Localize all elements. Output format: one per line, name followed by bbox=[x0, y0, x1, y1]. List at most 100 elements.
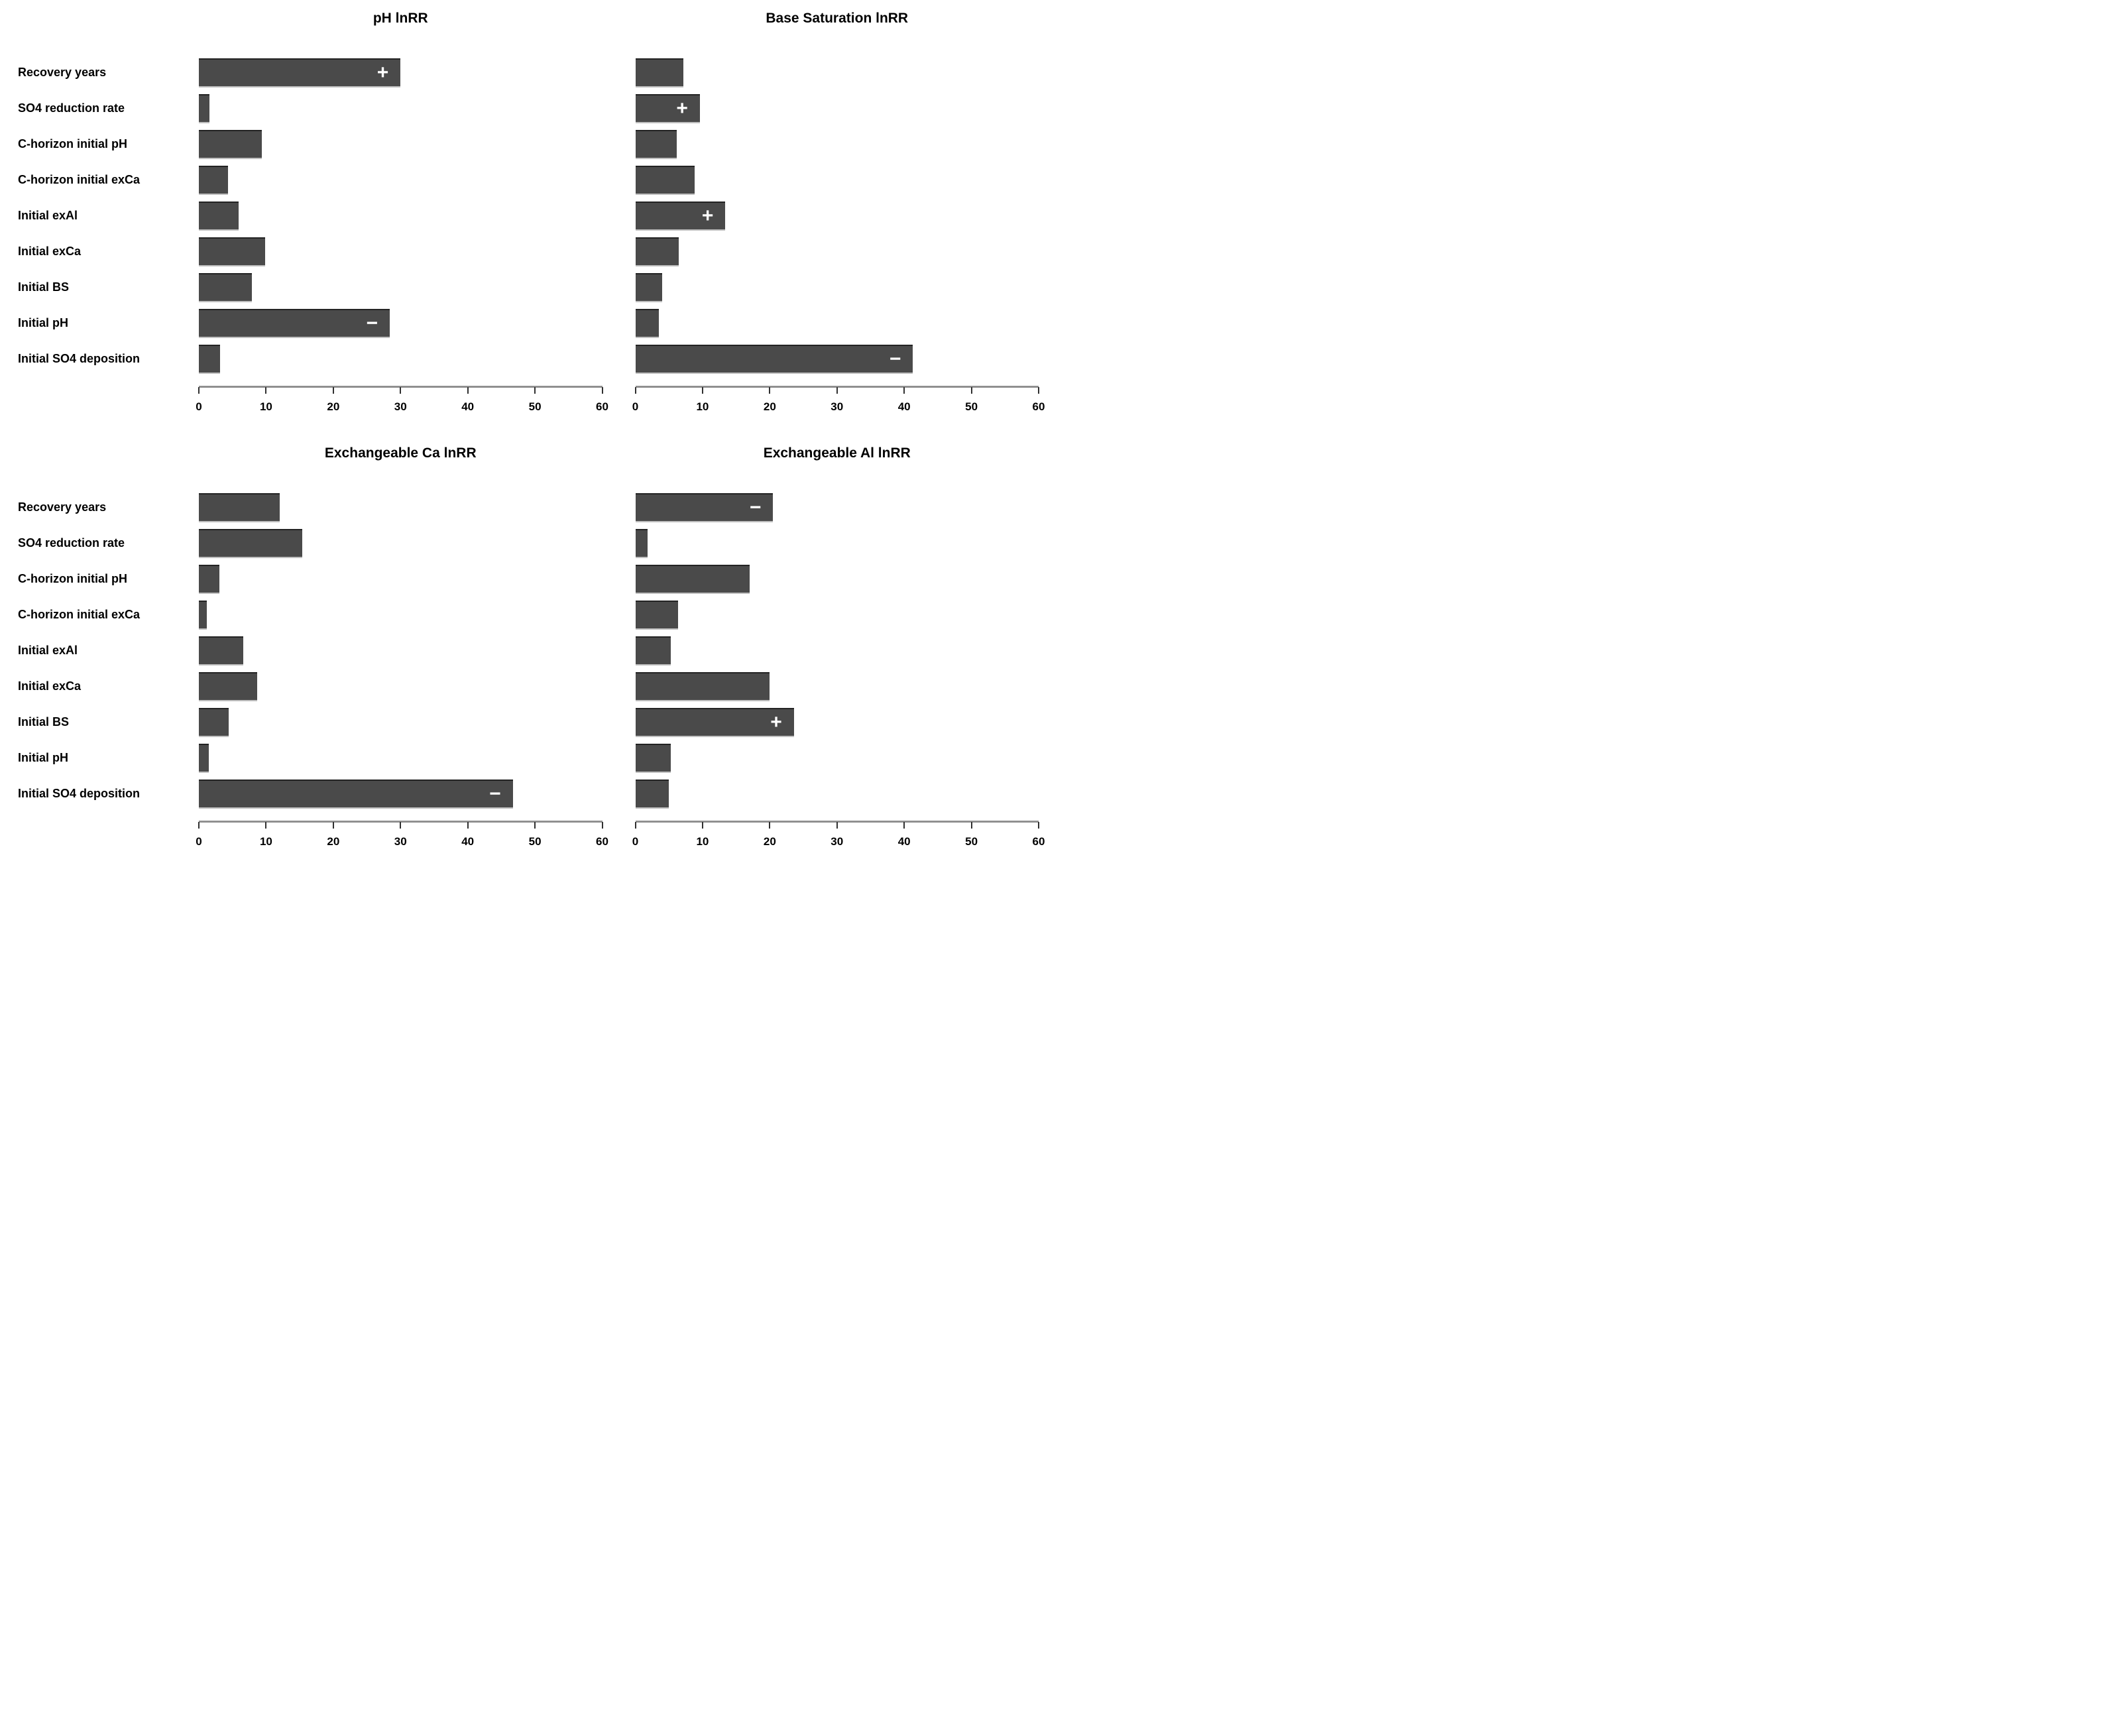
bar bbox=[635, 601, 679, 628]
panel-ph-lnrr: pH lnRR + − 0 10 20 30 40 50 60 bbox=[196, 8, 608, 420]
bar bbox=[199, 636, 243, 664]
panel-exchangeable-ca-lnrr: Exchangeable Ca lnRR − 0 10 20 30 40 50 60 bbox=[196, 443, 608, 855]
panel-exchangeable-al-lnrr: Exchangeable Al lnRR − + 0 10 20 30 40 50 60 bbox=[632, 443, 1045, 855]
label-row: Initial exCa bbox=[0, 668, 199, 704]
axis-tick-label: 0 bbox=[196, 400, 202, 413]
axis-tick-label: 60 bbox=[1032, 400, 1045, 413]
bar-row bbox=[199, 561, 603, 597]
axis-line bbox=[635, 386, 1039, 388]
label-row: Initial BS bbox=[0, 269, 199, 305]
bar: − bbox=[199, 780, 513, 807]
category-label: Initial pH bbox=[18, 750, 68, 764]
top-panels: pH lnRR + − 0 10 20 30 40 50 60 Base Saturation… bbox=[196, 8, 1062, 420]
axis-tick bbox=[467, 387, 469, 394]
axis-tick bbox=[601, 387, 603, 394]
bar-row bbox=[635, 632, 1039, 668]
axis-line bbox=[199, 821, 603, 823]
bar-row bbox=[199, 162, 603, 198]
bar-row bbox=[199, 668, 603, 704]
category-label: Initial SO4 deposition bbox=[18, 786, 141, 800]
bar bbox=[199, 202, 239, 229]
bar-row bbox=[635, 233, 1039, 269]
category-label: C-horizon initial pH bbox=[18, 571, 127, 585]
bar-row bbox=[635, 525, 1039, 561]
label-row: Initial SO4 deposition bbox=[0, 776, 199, 811]
bar bbox=[635, 166, 695, 194]
axis-tick-label: 0 bbox=[632, 400, 639, 413]
label-row: Initial exAl bbox=[0, 198, 199, 233]
axis-tick bbox=[265, 387, 267, 394]
axis-tick bbox=[769, 822, 771, 829]
category-label: Initial exCa bbox=[18, 244, 82, 258]
bar: − bbox=[199, 309, 390, 337]
bar bbox=[199, 273, 253, 301]
axis-tick bbox=[601, 822, 603, 829]
bar bbox=[199, 237, 266, 265]
axis-tick bbox=[970, 387, 972, 394]
label-row: Recovery years bbox=[0, 54, 199, 90]
bar bbox=[635, 636, 671, 664]
plus-sign: + bbox=[376, 62, 389, 84]
bar bbox=[199, 565, 220, 593]
bar bbox=[635, 309, 659, 337]
label-row: C-horizon initial pH bbox=[0, 561, 199, 597]
bar bbox=[635, 744, 671, 772]
category-label: Initial SO4 deposition bbox=[18, 351, 141, 365]
axis-tick bbox=[198, 387, 200, 394]
bar-row bbox=[199, 525, 603, 561]
bar-row bbox=[635, 776, 1039, 811]
bar-row bbox=[635, 668, 1039, 704]
bar-row: − bbox=[635, 489, 1039, 525]
bar bbox=[199, 345, 221, 373]
axis-tick-label: 40 bbox=[897, 400, 911, 413]
panel-base-saturation-lnrr: Base Saturation lnRR + + − 0 10 20 30 40 50 60 bbox=[632, 8, 1045, 420]
axis-tick-label: 30 bbox=[394, 400, 407, 413]
bar-row bbox=[199, 341, 603, 376]
bottom-panel-row: Recovery years SO4 reduction rate C-horizo… bbox=[0, 443, 1062, 855]
axis-tick-label: 10 bbox=[696, 835, 709, 848]
bar bbox=[635, 529, 648, 557]
bar-row bbox=[635, 597, 1039, 632]
axis-tick bbox=[198, 822, 200, 829]
category-labels-top: Recovery years SO4 reduction rate C-horizo… bbox=[0, 8, 199, 376]
bar: + bbox=[635, 708, 794, 736]
axis-tick bbox=[400, 387, 402, 394]
bar bbox=[199, 708, 229, 736]
axis-tick bbox=[903, 387, 905, 394]
category-label: SO4 reduction rate bbox=[18, 536, 125, 550]
bar-row bbox=[199, 704, 603, 740]
bar bbox=[199, 601, 207, 628]
bar-row bbox=[199, 90, 603, 126]
label-row: Initial SO4 deposition bbox=[0, 341, 199, 376]
category-label: Recovery years bbox=[18, 65, 107, 79]
axis-tick-label: 50 bbox=[965, 400, 978, 413]
bar: + bbox=[635, 94, 700, 122]
axis-tick bbox=[332, 822, 334, 829]
label-row: Initial pH bbox=[0, 740, 199, 776]
bar bbox=[199, 529, 303, 557]
bar bbox=[635, 237, 679, 265]
axis-tick-label: 40 bbox=[461, 835, 475, 848]
bars: − + bbox=[635, 489, 1039, 811]
bar-row bbox=[199, 269, 603, 305]
minus-sign: − bbox=[489, 783, 501, 805]
bar-row bbox=[635, 269, 1039, 305]
category-label: Initial BS bbox=[18, 715, 70, 728]
category-label: C-horizon initial pH bbox=[18, 137, 127, 150]
bar-row: − bbox=[635, 341, 1039, 376]
axis-tick bbox=[836, 822, 838, 829]
axis-tick-label: 30 bbox=[831, 835, 844, 848]
bars: + + − bbox=[635, 54, 1039, 376]
bars: − bbox=[199, 489, 603, 811]
bar: − bbox=[635, 493, 774, 521]
bar-row: + bbox=[199, 54, 603, 90]
category-label: Initial pH bbox=[18, 316, 68, 329]
bar-row bbox=[199, 632, 603, 668]
axis-tick bbox=[467, 822, 469, 829]
label-row: SO4 reduction rate bbox=[0, 525, 199, 561]
axis-tick-label: 40 bbox=[897, 835, 911, 848]
bar bbox=[199, 166, 228, 194]
bar-row: − bbox=[199, 776, 603, 811]
importance-barplots-figure: Recovery years SO4 reduction rate C-horizo… bbox=[0, 0, 1062, 860]
axis-tick bbox=[534, 387, 536, 394]
